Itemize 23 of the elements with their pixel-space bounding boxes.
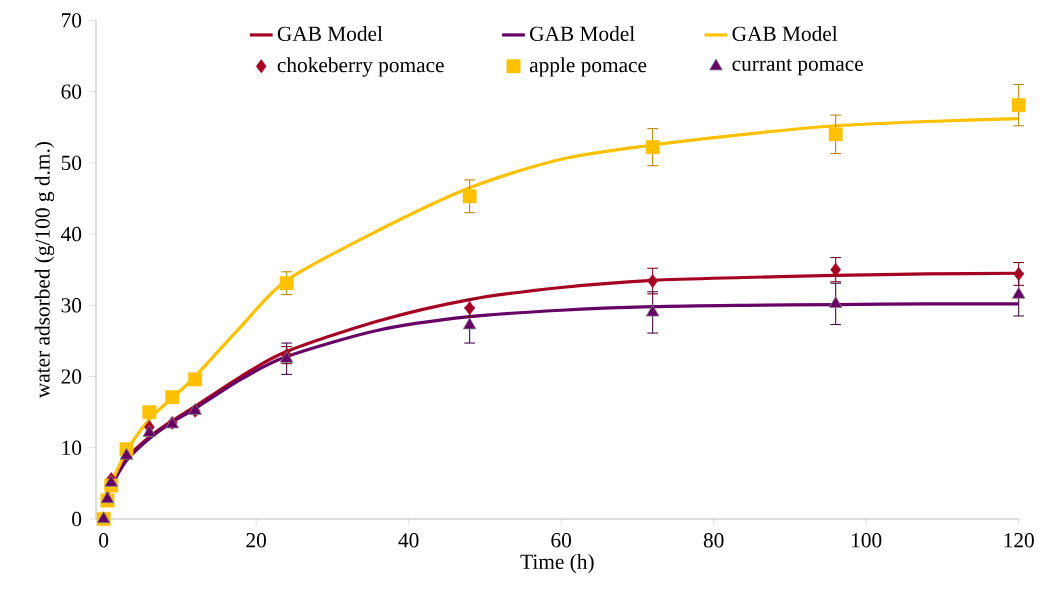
legend-label: apple pomace: [529, 57, 647, 77]
y-tick-label: 20: [61, 369, 82, 384]
x-tick-label: 100: [852, 533, 882, 548]
legend-label: chokeberry pomace: [277, 57, 444, 77]
x-tick-label: 40: [398, 533, 419, 548]
y-tick-label: 0: [72, 511, 82, 527]
y-tick-label: 30: [61, 298, 82, 313]
y-axis-title: water adsorbed (g/100 g d.m.): [34, 142, 55, 399]
legend-label: currant pomace: [732, 58, 863, 76]
x-tick-label: 80: [703, 533, 724, 548]
y-tick-label: 70: [62, 13, 82, 28]
y-tick-label: 10: [62, 440, 82, 455]
x-tick-label: 0: [99, 533, 109, 548]
x-tick-label: 120: [1004, 533, 1034, 548]
legend-label: GAB Model: [277, 25, 383, 41]
x-tick-label: 60: [551, 533, 571, 548]
y-tick-label: 40: [61, 226, 82, 242]
x-axis-title: Time (h): [520, 553, 594, 574]
legend-label: GAB Model: [732, 25, 838, 41]
y-tick-label: 60: [61, 84, 82, 99]
legend-label: GAB Model: [530, 25, 635, 41]
x-tick-label: 20: [246, 533, 266, 548]
y-tick-label: 50: [61, 155, 82, 171]
